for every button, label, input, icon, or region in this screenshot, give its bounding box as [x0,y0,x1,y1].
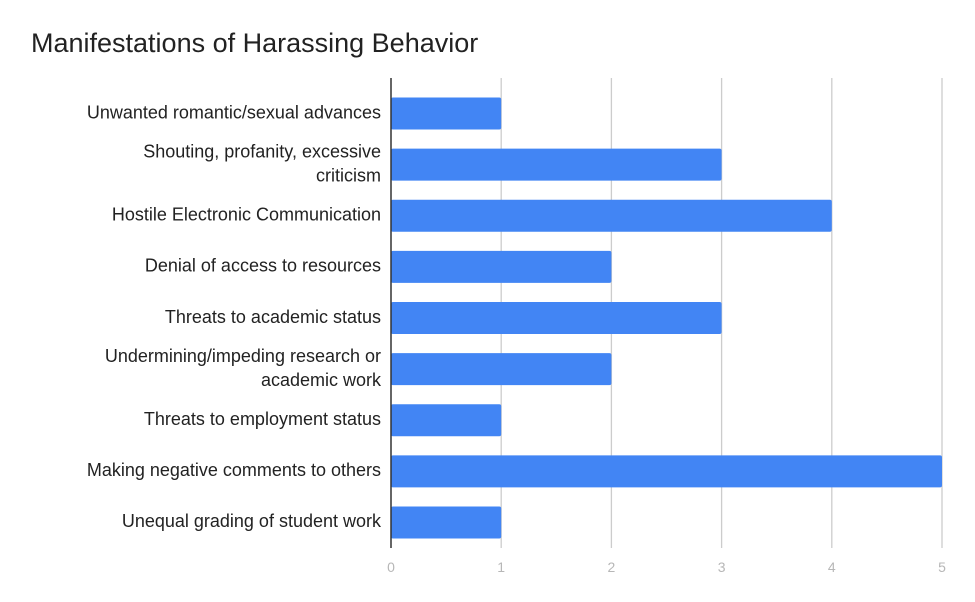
x-tick-label: 1 [497,559,505,575]
category-label: Shouting, profanity, excessive criticism [143,141,381,185]
x-tick-label: 5 [938,559,946,575]
x-tick-label: 4 [828,559,836,575]
category-label: Undermining/impeding research or academic… [105,346,382,390]
category-label: Unwanted romantic/sexual advances [87,102,381,122]
category-labels: Unwanted romantic/sexual advances Shoutin… [87,102,382,531]
chart-title: Manifestations of Harassing Behavior [31,28,479,58]
category-label: Threats to academic status [165,307,381,327]
category-label: Unequal grading of student work [122,511,382,531]
x-tick-label: 3 [718,559,726,575]
bar [391,302,722,334]
category-label: Hostile Electronic Communication [112,205,381,225]
bar [391,148,722,181]
category-label: Threats to employment status [144,409,381,429]
bar [391,404,502,437]
bar [391,250,612,283]
bar [391,97,502,130]
tick-labels: 0 1 2 3 4 5 [387,559,946,575]
x-tick-label: 2 [608,559,616,575]
bar [391,353,612,386]
bars [391,97,942,539]
category-label: Denial of access to resources [145,256,381,276]
bar [391,455,942,488]
bar [391,199,832,232]
x-tick-label: 0 [387,559,395,575]
bar [391,506,502,539]
category-label: Making negative comments to others [87,460,381,480]
